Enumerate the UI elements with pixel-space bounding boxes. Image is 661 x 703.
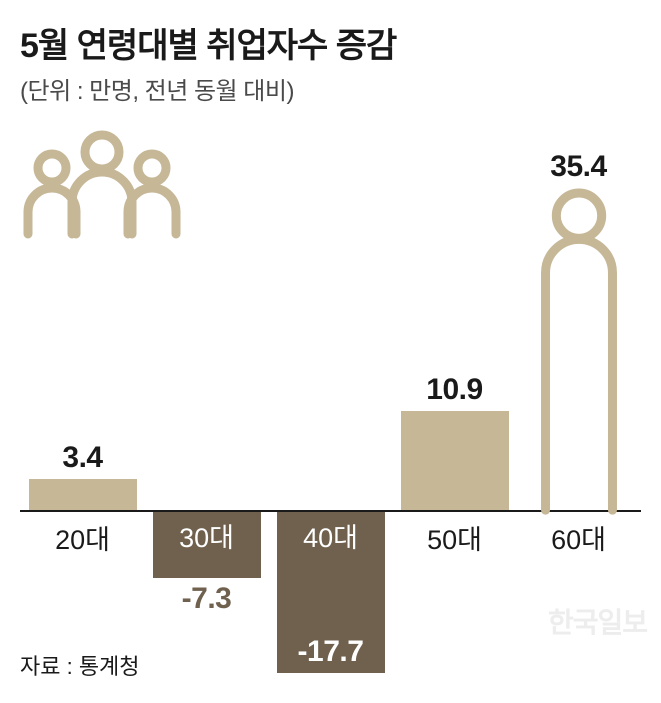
category-label: 40대 xyxy=(277,516,385,555)
category-label: 30대 xyxy=(153,516,261,555)
bar-value-label: -7.3 xyxy=(153,582,261,616)
category-label: 20대 xyxy=(29,518,137,557)
chart-title: 5월 연령대별 취업자수 증감 xyxy=(20,18,641,67)
chart-source: 자료 : 통계청 xyxy=(20,649,140,681)
bar-chart: 3.420대-7.330대-17.740대10.950대35.460대 xyxy=(20,260,641,660)
bar-value-label: -17.7 xyxy=(277,635,385,669)
bar-person-figure xyxy=(525,188,633,516)
bar-value-label: 10.9 xyxy=(401,373,509,407)
chart-subtitle: (단위 : 만명, 전년 동월 대비) xyxy=(20,71,641,106)
bar xyxy=(29,479,137,510)
bar xyxy=(401,411,509,510)
category-label: 50대 xyxy=(401,518,509,557)
bar-value-label: 35.4 xyxy=(525,150,633,184)
watermark: 한국일보 xyxy=(548,601,647,641)
category-label: 60대 xyxy=(525,518,633,557)
bar-value-label: 3.4 xyxy=(29,441,137,475)
people-icon xyxy=(22,124,182,244)
